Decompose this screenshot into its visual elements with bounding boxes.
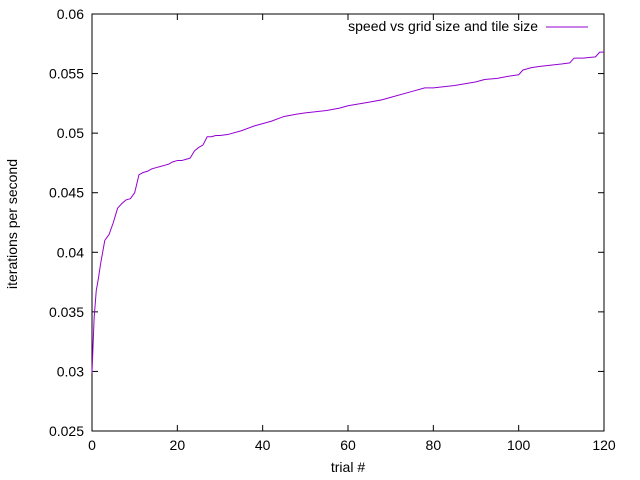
x-tick-label: 120 [592,437,616,453]
x-tick-label: 20 [170,437,186,453]
series-line [91,51,604,373]
x-tick-label: 0 [88,437,96,453]
y-tick-label: 0.03 [57,363,84,379]
y-tick-label: 0.025 [49,423,84,439]
y-tick-label: 0.055 [49,66,84,82]
y-tick-label: 0.04 [57,244,84,260]
legend: speed vs grid size and tile size [348,18,588,34]
x-tick-label: 40 [255,437,271,453]
series-layer [91,51,604,373]
x-axis-label: trial # [331,459,365,475]
y-tick-label: 0.06 [57,6,84,22]
y-axis-label: iterations per second [4,159,20,289]
legend-label: speed vs grid size and tile size [348,18,538,34]
y-tick-label: 0.05 [57,125,84,141]
axes: 0 20 40 60 80 100 120 0.025 0.03 0.035 0.04 0.045 0.… [49,6,616,453]
x-tick-label: 60 [340,437,356,453]
y-tick-label: 0.045 [49,185,84,201]
x-tick-label: 100 [507,437,531,453]
x-tick-label: 80 [426,437,442,453]
y-tick-label: 0.035 [49,304,84,320]
